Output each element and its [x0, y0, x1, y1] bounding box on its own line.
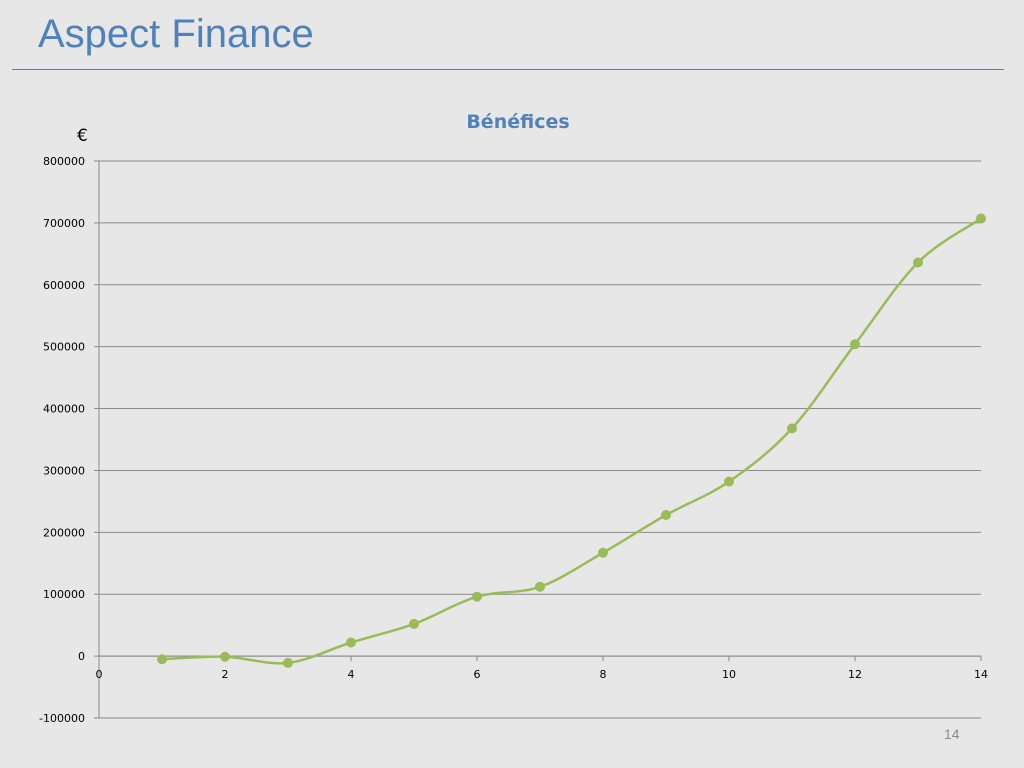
- y-tick-label: 0: [78, 650, 85, 663]
- y-tick-label: 300000: [43, 464, 85, 477]
- page-number: 14: [944, 726, 960, 742]
- y-tick-label: 600000: [43, 279, 85, 292]
- chart-title: Bénéfices: [466, 111, 569, 133]
- x-tick-label: 10: [722, 668, 736, 681]
- data-point: [787, 423, 797, 434]
- data-point: [409, 618, 419, 629]
- data-point: [724, 476, 734, 487]
- x-tick-label: 12: [848, 668, 862, 681]
- x-tick-label: 2: [222, 668, 229, 681]
- y-tick-label: 400000: [43, 403, 85, 416]
- x-tick-label: 8: [600, 668, 607, 681]
- data-point: [283, 657, 293, 668]
- data-point: [913, 257, 923, 268]
- data-point: [472, 591, 482, 602]
- data-point: [850, 339, 860, 350]
- series-layer: [157, 213, 986, 668]
- x-tick-label: 0: [96, 668, 103, 681]
- data-point: [157, 654, 167, 665]
- y-tick-label: 700000: [43, 217, 85, 230]
- y-tick-labels: -100000 0 100000 200000 300000 400000 500000 60…: [39, 155, 85, 725]
- y-tick-label: 200000: [43, 526, 85, 539]
- axis-layer: [94, 160, 982, 719]
- data-point: [220, 651, 230, 662]
- x-tick-label: 4: [348, 668, 355, 681]
- data-point: [661, 510, 671, 521]
- y-tick-label: 500000: [43, 341, 85, 354]
- y-tick-label: -100000: [39, 712, 85, 725]
- slide-title: Aspect Finance: [38, 12, 314, 56]
- x-tick-label: 14: [974, 668, 988, 681]
- x-tick-labels: 0 2 4 6 8 10 12 14: [96, 668, 989, 681]
- data-point: [535, 581, 545, 592]
- y-tick-label: 100000: [43, 588, 85, 601]
- x-tick-label: 6: [474, 668, 481, 681]
- y-tick-label: 800000: [43, 155, 85, 168]
- data-point: [976, 213, 986, 224]
- title-divider: [12, 69, 1004, 70]
- data-point: [346, 637, 356, 648]
- grid-layer: [99, 160, 981, 719]
- data-point: [598, 547, 608, 558]
- y-axis-unit-label: €: [77, 126, 88, 146]
